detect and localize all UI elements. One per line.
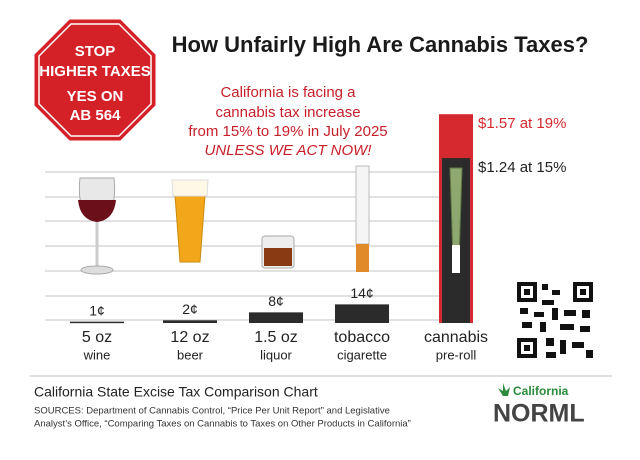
bar (249, 312, 303, 323)
category-label: tobacco (334, 329, 390, 346)
bar (163, 320, 217, 323)
logo-top: California (513, 384, 569, 398)
liquor-glass (261, 235, 295, 269)
subcategory-label: cigarette (337, 347, 387, 362)
bar (70, 321, 124, 324)
category-label: 12 oz (170, 329, 209, 346)
chart-title: How Unfairly High Are Cannabis Taxes? (172, 32, 589, 57)
stop-text: STOP (75, 43, 116, 60)
wine-glass (78, 177, 116, 275)
logo-main: NORML (493, 400, 585, 428)
stop-sign (31, 16, 159, 144)
annotation: California is facing a (220, 84, 356, 101)
annotation: from 15% to 19% in July 2025 (188, 123, 387, 140)
sources: SOURCES: Department of Cannabis Control,… (34, 406, 390, 417)
value-label: $1.24 at 15% (478, 159, 566, 176)
annotation: cannabis tax increase (215, 104, 360, 121)
value-label: 1¢ (89, 302, 105, 318)
subcategory-label: wine (83, 347, 111, 362)
pre-roll (449, 167, 463, 273)
value-label: 2¢ (182, 301, 198, 317)
logo-leaf (498, 383, 510, 396)
annotation: UNLESS WE ACT NOW! (205, 142, 373, 159)
stop-sign-border (38, 23, 152, 137)
stop-text: AB 564 (70, 107, 122, 124)
caption: California State Excise Tax Comparison C… (34, 384, 318, 400)
value-label: 14¢ (350, 285, 373, 301)
cigarette (355, 165, 370, 272)
subcategory-label: pre-roll (436, 347, 477, 362)
value-label: $1.57 at 19% (478, 115, 566, 132)
subcategory-label: liquor (260, 347, 292, 362)
category-label: 1.5 oz (254, 329, 298, 346)
stop-text: YES ON (67, 88, 124, 105)
value-label: 8¢ (268, 293, 284, 309)
qr-code (515, 280, 595, 360)
category-label: cannabis (424, 329, 488, 346)
beer-glass (171, 179, 209, 263)
subcategory-label: beer (177, 347, 204, 362)
sources: Analyst’s Office, “Comparing Taxes on Ca… (34, 419, 411, 430)
category-label: 5 oz (82, 329, 112, 346)
bar (335, 304, 389, 323)
stop-text: HIGHER TAXES (39, 63, 150, 80)
